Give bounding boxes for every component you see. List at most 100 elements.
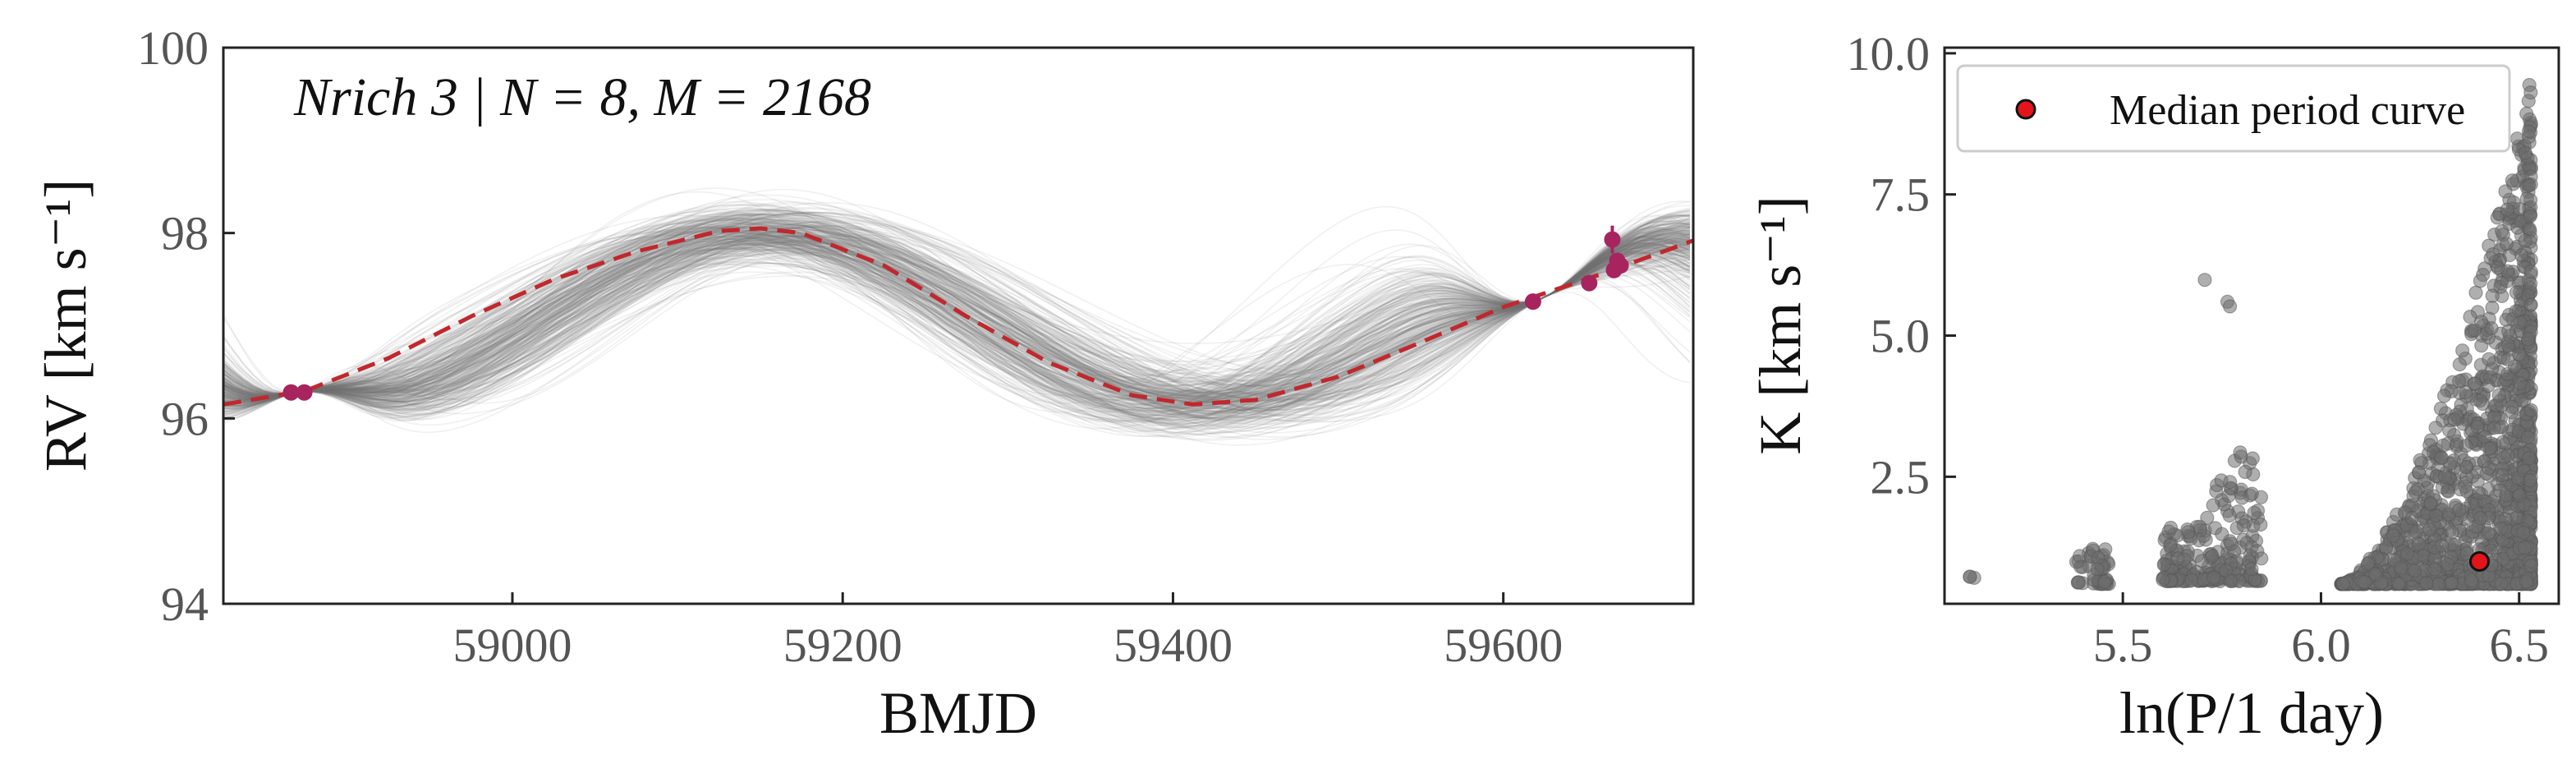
orbit-sample-line [223,211,1691,412]
orbit-sample-line [223,240,1691,429]
sample-point [2245,451,2260,466]
sample-point [2222,508,2237,523]
orbit-sample-line [223,220,1690,428]
orbit-sample-line [223,239,1691,408]
orbit-sample-line [223,225,1691,405]
orbit-sample-line [223,237,1691,400]
orbit-sample-line [223,246,1691,409]
orbit-sample-line [223,248,1691,396]
sample-point [2495,223,2509,238]
orbit-sample-line [223,223,1691,417]
orbit-sample-line [223,226,1691,396]
orbit-sample-line [223,221,1691,420]
orbit-sample-line [223,223,1691,397]
orbit-sample-line [223,240,1691,430]
sample-point [2223,573,2238,589]
orbit-sample-line [223,240,1691,424]
orbit-sample-line [223,221,1691,446]
orbit-sample-line [223,227,1691,400]
orbit-sample-line [223,223,1691,417]
sample-point [2517,540,2532,555]
orbit-sample-line [223,226,1691,412]
orbit-sample-line [223,212,1691,415]
sample-point [2498,184,2513,199]
orbit-sample-line [223,225,1691,403]
orbit-sample-line [223,230,1691,413]
sample-point [2455,343,2470,358]
orbit-sample-line [223,223,1691,433]
sample-point [2481,526,2496,541]
orbit-sample-line [223,244,1691,400]
orbit-sample-line [223,222,1691,394]
rv-data-point [296,384,313,401]
orbit-sample-line [223,238,1691,398]
orbit-sample-line [223,221,1691,399]
orbit-sample-line [223,236,1691,395]
orbit-sample-line [223,221,1691,421]
sample-point [2437,469,2452,484]
orbit-sample-line [223,250,1691,422]
orbit-sample-line [223,223,1691,435]
sample-point [2494,522,2509,536]
orbit-sample-line [223,227,1691,409]
sample-point [2435,538,2450,553]
orbit-sample-line [223,226,1691,403]
x-tick-label: 59400 [1114,619,1233,672]
sample-point [2500,202,2514,217]
orbit-sample-line [223,262,1691,417]
orbit-sample-line [223,213,1691,435]
sample-point [2221,488,2236,504]
orbit-sample-line [223,246,1691,435]
orbit-sample-line [223,232,1691,427]
sample-point [2428,421,2443,435]
orbit-sample-line [223,238,1691,412]
sample-point [2519,106,2534,121]
posterior-samples-scatter [1963,77,2538,591]
sample-point [2445,575,2459,591]
orbit-sample-line [223,219,1691,423]
orbit-sample-line [223,245,1691,409]
orbit-sample-line [223,232,1691,412]
orbit-sample-line [223,222,1691,407]
orbit-sample-line [223,227,1691,410]
orbit-sample-line [223,230,1691,396]
orbit-sample-line [223,239,1691,401]
orbit-sample-line [223,246,1691,426]
orbit-sample-line [223,227,1691,421]
rv-data-point [1612,257,1629,274]
y-tick-label: 5.0 [1871,310,1931,363]
orbit-sample-line [223,214,1691,403]
sample-point [2360,556,2375,572]
orbit-sample-line [223,200,1691,414]
sample-point [2518,233,2532,248]
orbit-sample-line [223,212,1691,403]
orbit-sample-line [223,267,1691,402]
orbit-sample-line [223,211,1691,395]
orbit-sample-line [223,227,1691,412]
orbit-sample-line [223,225,1691,400]
orbit-sample-line [223,209,1691,401]
orbit-sample-line [223,247,1691,396]
orbit-sample-line [223,237,1691,416]
orbit-sample-line [223,228,1691,418]
y-tick-label: 2.5 [1871,450,1931,504]
sample-point [2097,574,2112,589]
orbit-sample-line [223,228,1691,405]
orbit-sample-line [223,222,1691,416]
sample-point [2484,321,2499,336]
orbit-sample-line [223,228,1691,396]
median-orbit-line [223,226,1693,407]
sample-point [2163,520,2179,536]
orbit-sample-line [223,222,1691,399]
sample-point [2206,570,2221,585]
sample-point [2253,517,2268,532]
orbit-sample-line [223,204,1691,406]
orbit-sample-line [223,254,1691,401]
sample-point [2399,546,2414,561]
sample-point [2236,518,2251,533]
sample-point [2523,558,2538,573]
orbit-sample-line [223,227,1691,403]
orbit-sample-line [223,250,1691,406]
orbit-sample-line [223,216,1691,423]
rv-data-points [282,225,1629,401]
